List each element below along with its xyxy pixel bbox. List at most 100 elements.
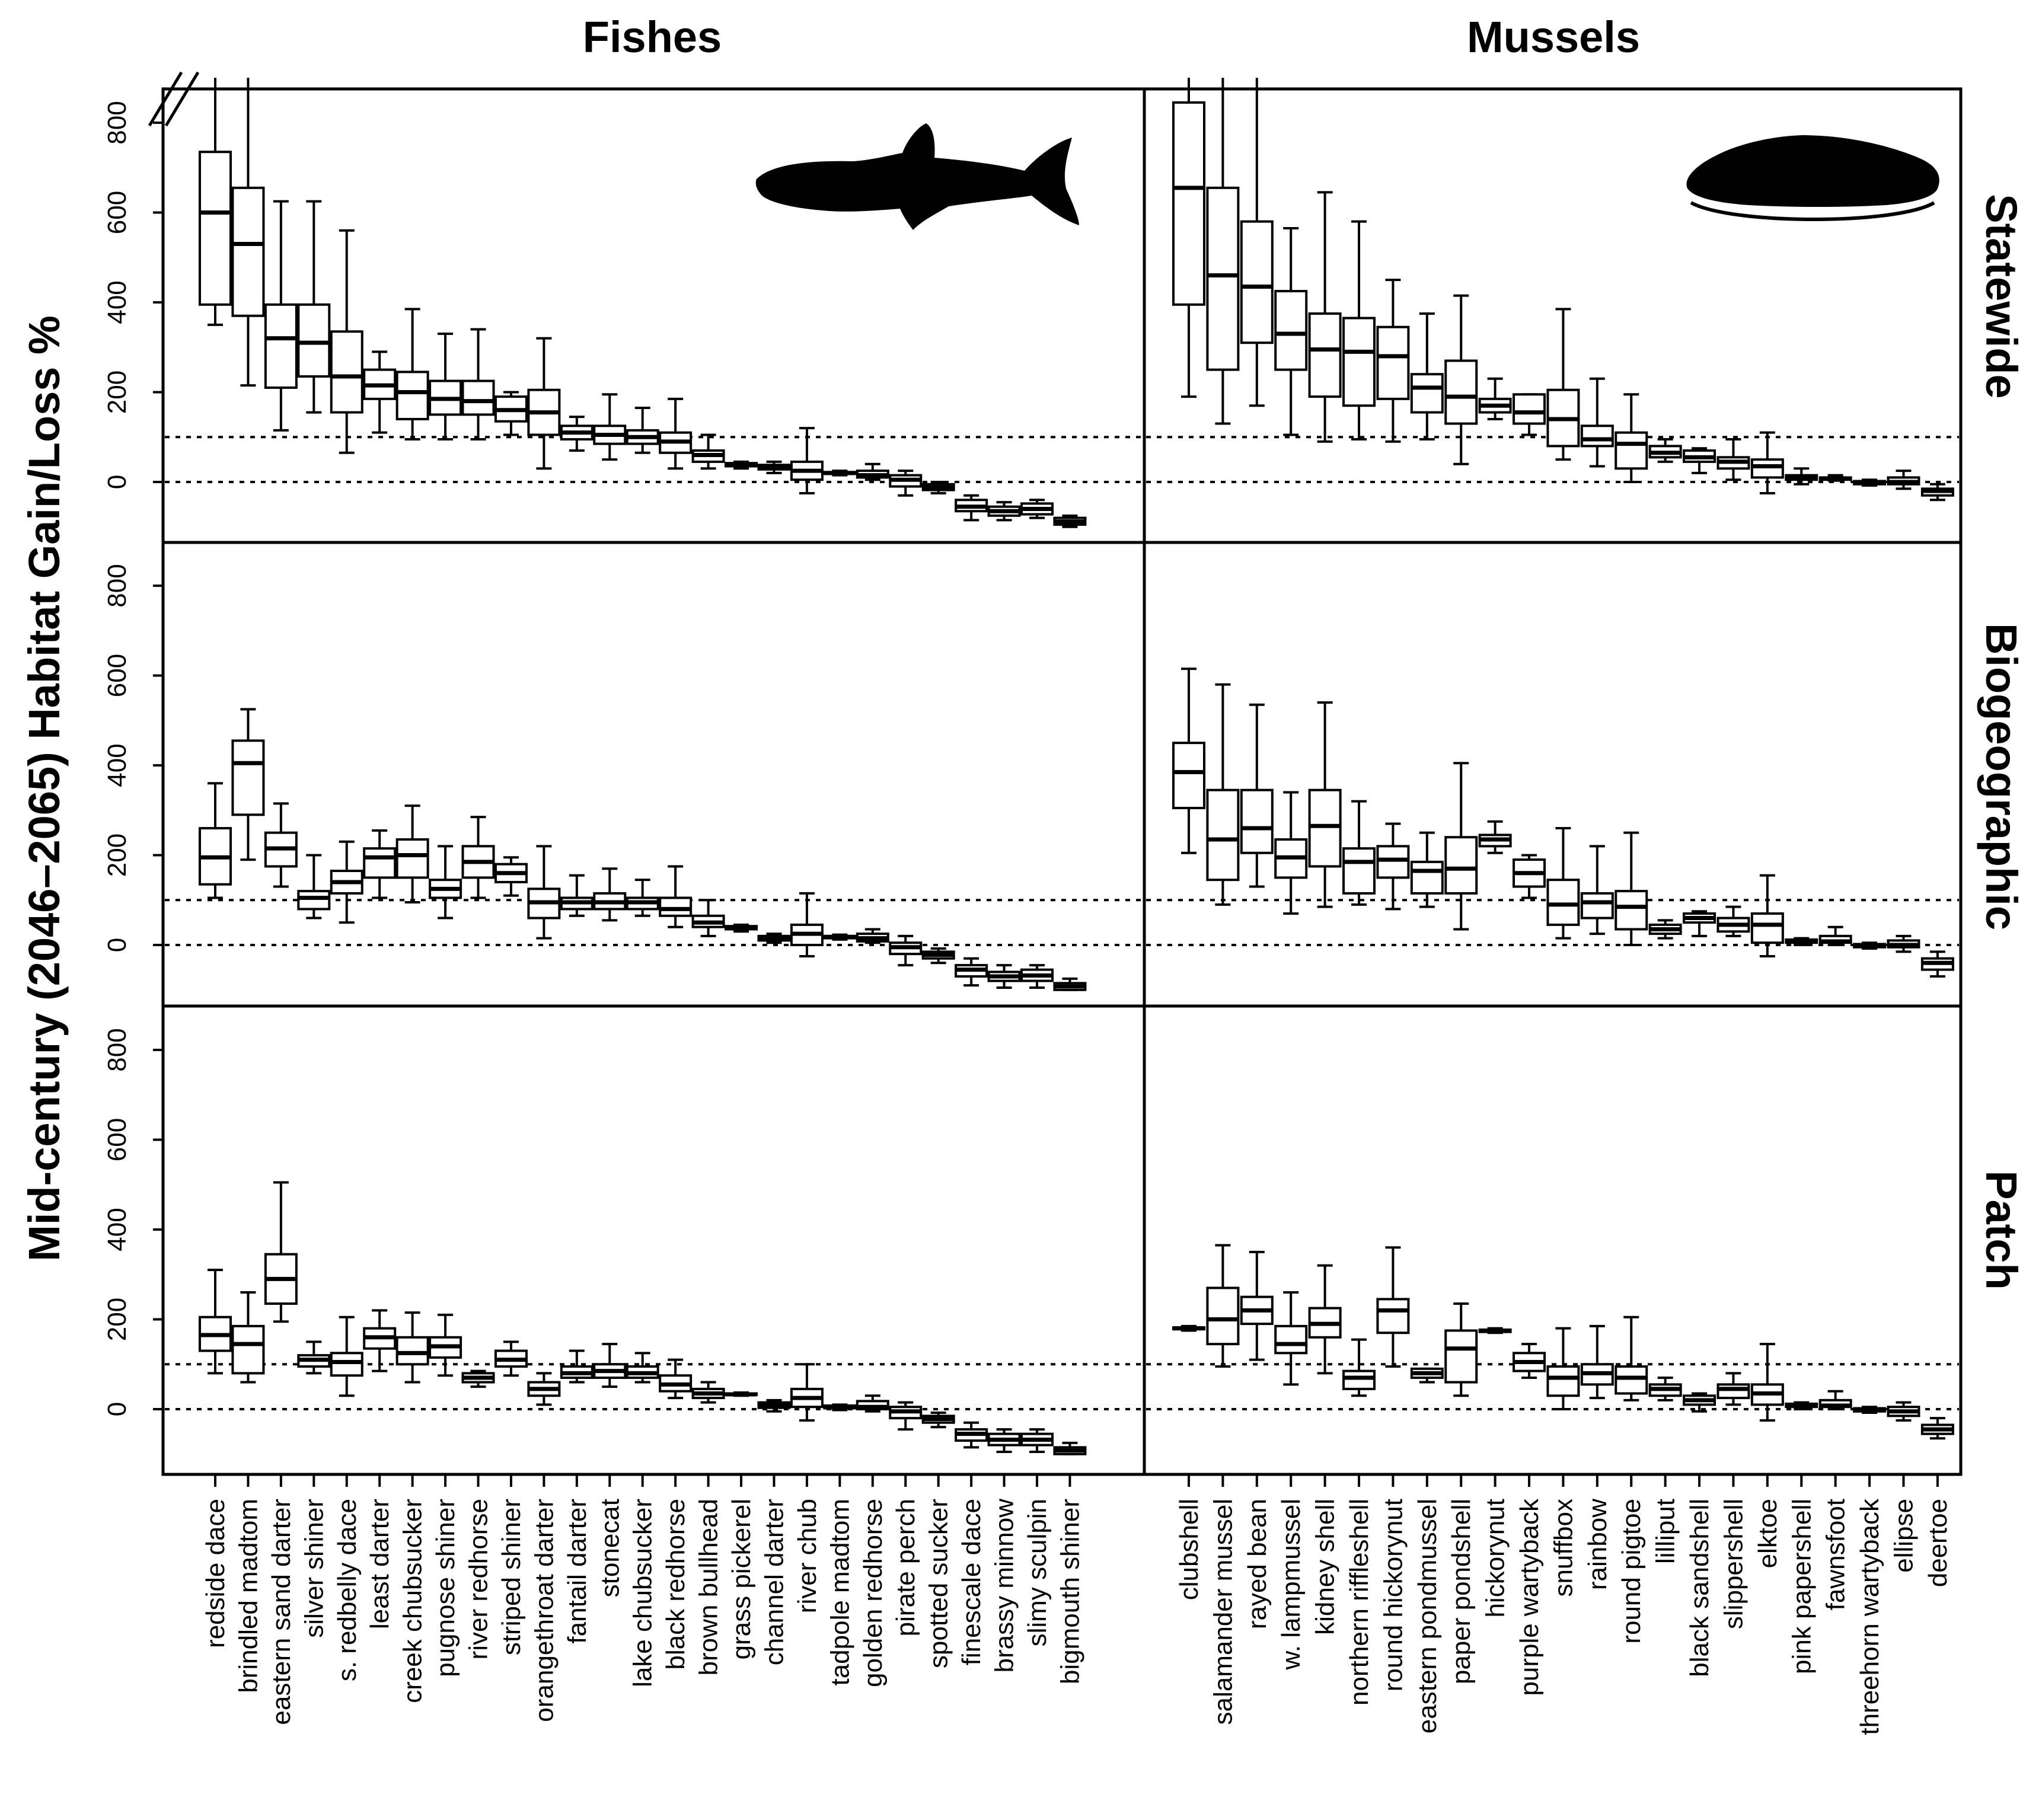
box-fishes-patch	[921, 1412, 955, 1429]
category-label: s. redbelly dace	[333, 1499, 362, 1681]
box-iqr	[199, 151, 232, 306]
box-iqr	[1206, 1286, 1240, 1346]
box-fishes-statewide	[790, 427, 824, 494]
box-mussels-patch	[1716, 1372, 1750, 1406]
box-fishes-biogeographic	[593, 867, 627, 922]
box-mussels-biogeographic	[1887, 934, 1920, 953]
box-mussels-patch	[1785, 1401, 1818, 1410]
box-fishes-statewide	[429, 333, 462, 441]
category-label: pugnose shiner	[431, 1499, 460, 1677]
box-fishes-statewide	[856, 462, 889, 481]
box-iqr	[1172, 742, 1205, 809]
category-label: orangethroat darter	[529, 1499, 559, 1722]
box-iqr	[395, 371, 429, 420]
box-iqr	[1444, 1329, 1478, 1384]
box-fishes-statewide	[1020, 499, 1054, 519]
box-mussels-patch	[1818, 1390, 1852, 1410]
box-fishes-patch	[691, 1381, 725, 1404]
box-fishes-biogeographic	[231, 708, 265, 861]
box-iqr	[297, 303, 331, 378]
box-iqr	[1206, 788, 1240, 882]
box-fishes-biogeographic	[1053, 977, 1087, 991]
box-mussels-statewide	[1615, 393, 1648, 483]
box-mussels-biogeographic	[1716, 905, 1750, 937]
box-fishes-patch	[199, 1269, 232, 1375]
box-fishes-biogeographic	[856, 928, 889, 944]
category-label: slimy sculpin	[1023, 1499, 1052, 1646]
box-mussels-biogeographic	[1410, 831, 1444, 908]
category-label: northern riffleshell	[1345, 1499, 1374, 1706]
box-fishes-patch	[527, 1372, 561, 1406]
y-tick-label: 200	[103, 371, 132, 414]
box-fishes-biogeographic	[790, 892, 824, 957]
category-label: w. lampmussel	[1277, 1499, 1306, 1671]
category-label: black redhorse	[661, 1499, 690, 1670]
box-mussels-biogeographic	[1615, 831, 1648, 946]
box-fishes-statewide	[395, 308, 429, 441]
y-tick-label: 400	[103, 1208, 132, 1251]
box-fishes-patch	[593, 1343, 627, 1388]
box-fishes-biogeographic	[297, 854, 331, 919]
y-tick-label: 400	[103, 743, 132, 787]
box-mussels-statewide	[1478, 377, 1512, 420]
box-fishes-patch	[889, 1401, 923, 1431]
category-label: slippershell	[1719, 1499, 1748, 1629]
box-mussels-biogeographic	[1785, 937, 1818, 946]
box-mussels-patch	[1648, 1376, 1682, 1401]
box-iqr	[1376, 845, 1410, 879]
category-label: brown bullhead	[694, 1499, 723, 1675]
box-mussels-biogeographic	[1172, 668, 1205, 854]
box-iqr	[1444, 359, 1478, 425]
row-title-patch: Patch	[1977, 1170, 2026, 1290]
box-mussels-statewide	[1683, 447, 1716, 474]
box-mussels-statewide	[1444, 294, 1478, 465]
box-fishes-patch	[757, 1398, 791, 1413]
box-iqr	[231, 186, 265, 317]
category-label: deertoe	[1923, 1499, 1952, 1587]
box-fishes-statewide	[199, 78, 232, 326]
category-label: silver shiner	[299, 1499, 328, 1638]
box-mussels-patch	[1478, 1327, 1512, 1334]
category-label: round hickorynut	[1379, 1499, 1408, 1691]
box-mussels-biogeographic	[1580, 845, 1614, 935]
category-label: channel darter	[760, 1499, 789, 1665]
box-iqr	[1444, 836, 1478, 895]
category-label: bigmouth shiner	[1055, 1499, 1084, 1684]
y-tick-label: 0	[103, 938, 132, 952]
box-mussels-patch	[1376, 1246, 1410, 1368]
box-mussels-patch	[1750, 1343, 1784, 1422]
box-fishes-patch	[395, 1311, 429, 1384]
box-iqr	[1410, 860, 1444, 895]
box-mussels-biogeographic	[1513, 854, 1546, 899]
box-iqr	[1513, 393, 1546, 425]
mussel-silhouette-icon	[1686, 135, 1939, 222]
box-fishes-statewide	[757, 460, 791, 474]
y-axis-label: Mid-century (2046–2065) Habitat Gain/Los…	[20, 315, 69, 1262]
box-iqr	[264, 303, 298, 389]
box-iqr	[1716, 1383, 1750, 1400]
box-fishes-patch	[461, 1369, 495, 1388]
category-label: hickorynut	[1481, 1499, 1510, 1618]
category-label: eastern sand darter	[267, 1499, 296, 1725]
box-fishes-biogeographic	[626, 879, 659, 917]
box-fishes-statewide	[593, 393, 627, 461]
box-iqr	[330, 1352, 363, 1377]
y-tick-label: 800	[103, 1028, 132, 1071]
box-fishes-statewide	[297, 200, 331, 414]
box-mussels-patch	[1410, 1367, 1444, 1384]
box-mussels-patch	[1308, 1264, 1342, 1375]
box-iqr	[1206, 186, 1240, 371]
box-fishes-statewide	[659, 397, 693, 470]
box-fishes-statewide	[461, 328, 495, 441]
category-label: tadpole madtom	[825, 1499, 854, 1686]
category-label: rayed bean	[1243, 1499, 1272, 1629]
box-fishes-statewide	[560, 416, 594, 452]
box-mussels-statewide	[1308, 191, 1342, 443]
box-fishes-patch	[363, 1309, 397, 1372]
box-mussels-statewide	[1580, 377, 1614, 468]
box-mussels-biogeographic	[1546, 827, 1580, 940]
box-iqr	[1308, 312, 1342, 398]
box-fishes-patch	[790, 1363, 824, 1422]
box-mussels-biogeographic	[1376, 822, 1410, 911]
